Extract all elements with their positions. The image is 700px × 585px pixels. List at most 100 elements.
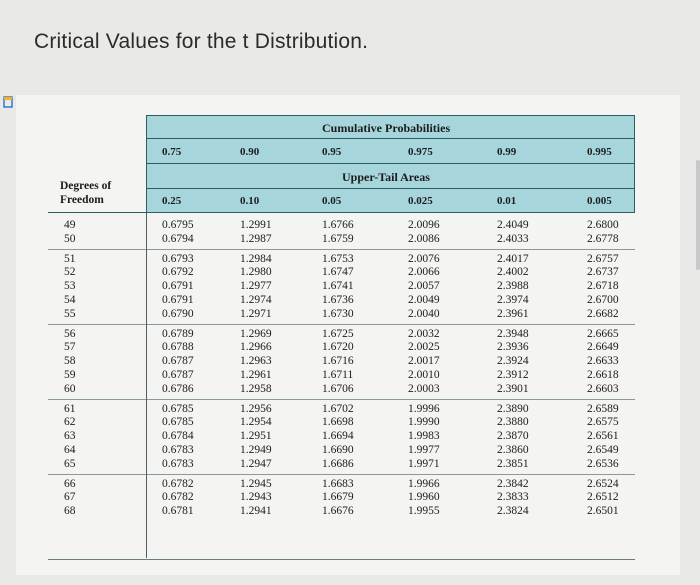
table-cell: 1.6698 (322, 416, 354, 429)
table-cell: 1.2987 (240, 232, 272, 245)
group-divider (48, 248, 635, 250)
table-cell: 2.3890 (497, 402, 529, 415)
table-cell: 1.6759 (322, 232, 354, 245)
table-cell: 2.3824 (497, 505, 529, 518)
table-cell: 2.6603 (587, 382, 619, 395)
table-cell: 2.6589 (587, 402, 619, 415)
df-cell: 68 (64, 505, 76, 518)
df-cell: 60 (64, 382, 76, 395)
df-cell: 49 (64, 219, 76, 231)
df-column-divider (146, 213, 147, 558)
table-cell: 1.6725 (322, 327, 354, 340)
table-cell: 1.6730 (322, 307, 354, 320)
table-cell: 2.6682 (587, 307, 619, 320)
group-divider (48, 398, 635, 400)
table-cell: 2.3924 (497, 355, 529, 368)
table-cell: 2.0025 (408, 341, 440, 354)
scrollbar[interactable] (696, 160, 700, 270)
table-cell: 2.6649 (587, 341, 619, 354)
table-cell: 1.2945 (240, 477, 272, 490)
table-cell: 0.6783 (162, 444, 194, 456)
table-cell: 0.6786 (162, 382, 194, 395)
table-cell: 2.6575 (587, 416, 619, 429)
table-cell: 2.3833 (497, 491, 529, 504)
table-cell: 2.3948 (497, 327, 529, 340)
table-cell: 1.2961 (240, 369, 272, 381)
df-label-line2: Freedom (60, 194, 104, 206)
table-cell: 0.6787 (162, 355, 194, 368)
table-cell: 1.6711 (322, 369, 354, 381)
cumulative-prob-header: 0.75 (162, 146, 182, 158)
table-cell: 2.3870 (497, 430, 529, 443)
cumulative-prob-header: 0.975 (408, 146, 433, 158)
table-cell: 0.6785 (162, 416, 194, 429)
table-cell: 0.6784 (162, 430, 194, 443)
table-cell: 1.2969 (240, 327, 272, 340)
table-cell: 1.2971 (240, 307, 272, 320)
cumulative-prob-header: 0.99 (497, 146, 517, 158)
df-cell: 54 (64, 294, 76, 306)
table-cell: 2.6718 (587, 280, 619, 293)
table-cell: 1.9990 (408, 416, 440, 429)
table-cell: 1.2963 (240, 355, 272, 368)
table-cell: 2.6524 (587, 477, 619, 490)
table-cell: 2.0057 (408, 280, 440, 293)
table-cell: 2.0086 (408, 232, 440, 245)
table-cell: 2.6561 (587, 430, 619, 443)
table-cell: 2.0003 (408, 382, 440, 395)
table-cell: 2.0066 (408, 266, 440, 279)
page-title: Critical Values for the t Distribution. (34, 30, 369, 53)
table-cell: 1.2941 (240, 505, 272, 518)
table-cell: 1.2974 (240, 294, 272, 306)
table-cell: 0.6782 (162, 477, 194, 490)
table-cell: 0.6789 (162, 327, 194, 340)
upper-tail-areas-label: Upper-Tail Areas (342, 170, 430, 184)
table-cell: 0.6792 (162, 266, 194, 279)
table-cell: 1.2949 (240, 444, 272, 456)
table-cell: 1.6706 (322, 382, 354, 395)
table-cell: 1.2977 (240, 280, 272, 293)
table-cell: 0.6782 (162, 491, 194, 504)
table-cell: 1.2956 (240, 402, 272, 415)
df-cell: 50 (64, 232, 76, 245)
upper-tail-header: 0.01 (497, 195, 517, 207)
table-cell: 0.6785 (162, 402, 194, 415)
table-cell: 2.3961 (497, 307, 529, 320)
table-cell: 2.6512 (587, 491, 619, 504)
group-divider (48, 473, 635, 475)
df-cell: 56 (64, 327, 76, 340)
df-cell: 62 (64, 416, 76, 429)
table-cell: 0.6793 (162, 252, 194, 265)
df-cell: 61 (64, 402, 76, 415)
table-cell: 1.6716 (322, 355, 354, 368)
table-cell: 1.6702 (322, 402, 354, 415)
table-cell: 1.9955 (408, 505, 440, 518)
table-cell: 2.3988 (497, 280, 529, 293)
table-cell: 0.6791 (162, 294, 194, 306)
bookmark-icon[interactable] (3, 96, 13, 108)
table-cell: 1.2954 (240, 416, 272, 429)
upper-tail-header: 0.25 (162, 195, 182, 207)
table-cell: 2.3880 (497, 416, 529, 429)
df-cell: 59 (64, 369, 76, 381)
cumulative-prob-header: 0.95 (322, 146, 342, 158)
table-cell: 1.6683 (322, 477, 354, 490)
table-cell: 1.2984 (240, 252, 272, 265)
df-cell: 64 (64, 444, 76, 456)
table-cell: 0.6787 (162, 369, 194, 381)
table-cell: 2.6501 (587, 505, 619, 518)
table-cell: 1.6720 (322, 341, 354, 354)
table-cell: 1.6676 (322, 505, 354, 518)
table-cell: 2.6665 (587, 327, 619, 340)
table-cell: 0.6788 (162, 341, 194, 354)
table-cell: 1.6694 (322, 430, 354, 443)
table-cell: 1.6753 (322, 252, 354, 265)
table-cell: 2.0096 (408, 219, 440, 231)
table-cell: 1.2966 (240, 341, 272, 354)
table-cell: 0.6783 (162, 457, 194, 470)
table-cell: 2.6536 (587, 457, 619, 470)
table-cell: 2.6737 (587, 266, 619, 279)
cumulative-prob-header: 0.90 (240, 146, 260, 158)
table-cell: 1.2991 (240, 219, 272, 231)
table-cell: 2.0049 (408, 294, 440, 306)
